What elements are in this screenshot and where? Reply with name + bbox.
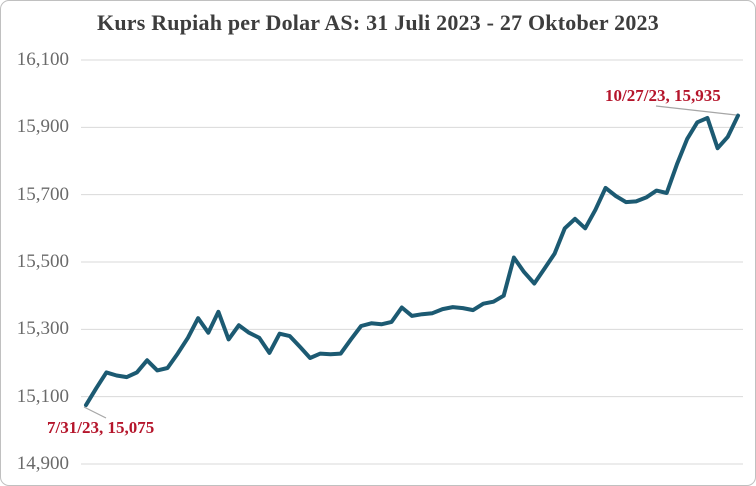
y-axis-label: 15,100 [16, 385, 69, 407]
y-axis-label: 14,900 [16, 453, 69, 474]
annotation-leader-line-end [655, 105, 737, 116]
exchange-rate-line [84, 113, 740, 408]
annotation-start-point: 7/31/23, 15,075 [47, 418, 155, 437]
y-axis-label: 15,500 [16, 251, 69, 272]
y-axis-label: 15,300 [16, 318, 69, 340]
y-axis-label: 15,900 [16, 116, 69, 138]
y-axis-label: 15,700 [16, 183, 69, 205]
chart-title: Kurs Rupiah per Dolar AS: 31 Juli 2023 -… [97, 10, 659, 35]
gridlines [81, 59, 743, 465]
annotation-end-point: 10/27/23, 15,935 [605, 86, 721, 105]
y-axis-label: 16,100 [16, 49, 69, 70]
annotation-leader-line-start [83, 406, 107, 419]
